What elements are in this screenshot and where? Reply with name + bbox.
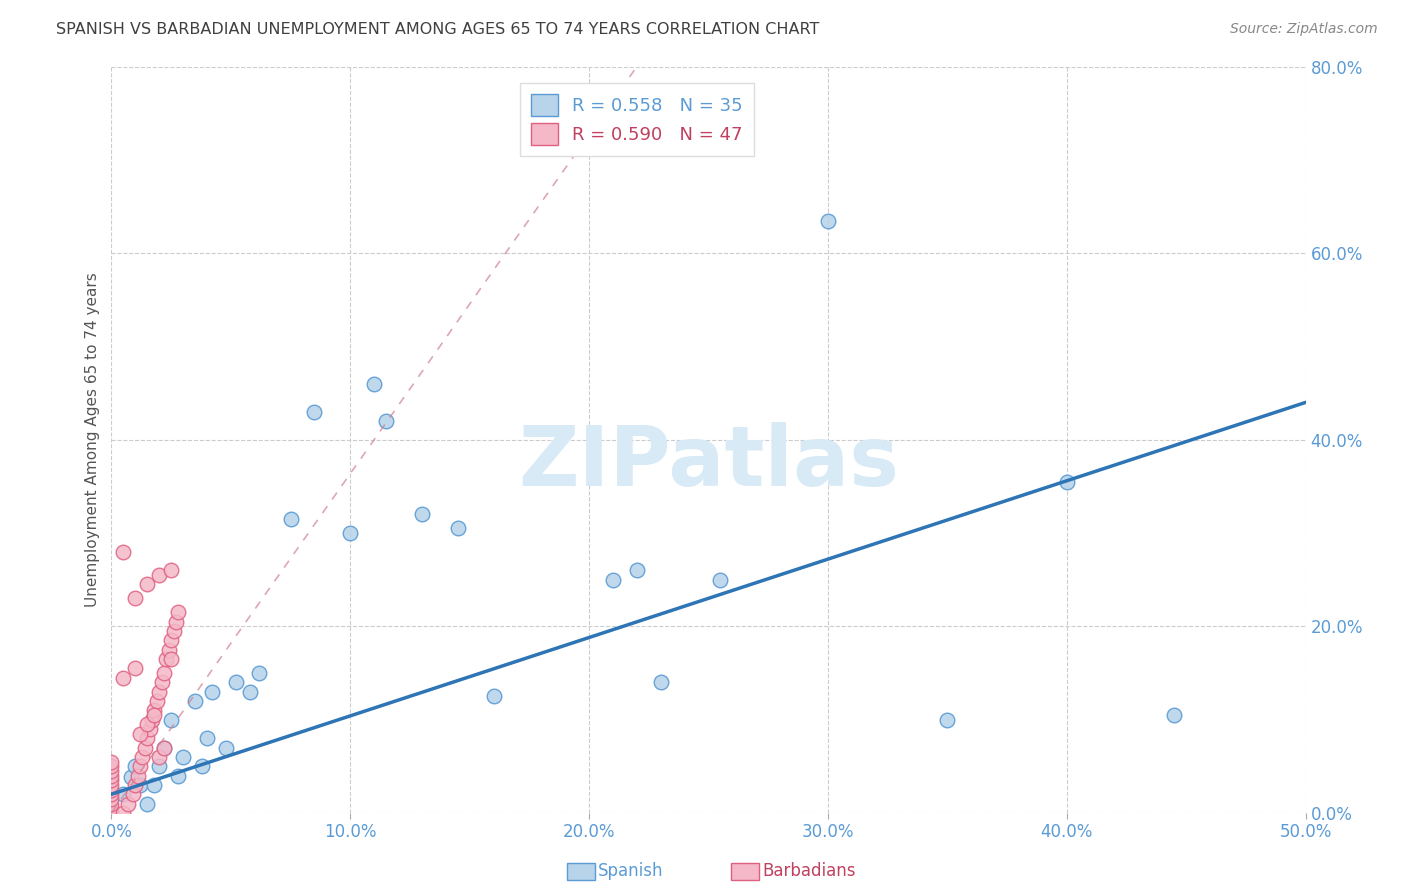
Point [148,684,170,698]
Point [148,759,170,773]
Point [191,759,214,773]
Point [100,759,122,773]
Point [112,787,135,801]
Point [482,690,505,704]
Point [100,787,122,801]
Text: Spanish: Spanish [598,863,664,880]
Point [138,722,160,736]
Point [155,652,177,666]
Point [153,740,176,755]
Point [100,805,122,820]
Point [100,764,122,778]
Point [100,778,122,792]
Point [1056,475,1078,489]
Point [709,573,731,587]
Point [162,624,184,638]
Point [146,694,169,708]
Point [134,740,156,755]
Point [120,771,142,785]
Point [195,731,218,746]
Point [112,805,135,820]
Point [148,568,170,582]
Point [124,661,146,675]
Point [129,778,152,792]
Point [129,726,152,740]
Point [936,713,959,727]
Point [363,376,385,391]
Text: Source: ZipAtlas.com: Source: ZipAtlas.com [1230,22,1378,37]
Legend: R = 0.558   N = 35, R = 0.590   N = 47: R = 0.558 N = 35, R = 0.590 N = 47 [520,83,754,156]
Point [112,544,135,558]
Point [650,675,672,690]
Point [100,782,122,797]
Point [100,768,122,782]
Point [124,759,146,773]
Point [143,703,166,717]
Point [122,787,145,801]
Point [280,512,302,526]
Point [626,563,648,577]
Point [160,652,183,666]
Point [117,797,139,811]
Point [127,768,149,782]
Point [225,675,247,690]
Point [249,665,271,680]
Point [239,684,262,698]
Point [602,573,624,587]
Point [136,717,159,731]
Point [157,642,180,657]
Point [129,759,152,773]
Y-axis label: Unemployment Among Ages 65 to 74 years: Unemployment Among Ages 65 to 74 years [86,272,100,607]
Point [160,563,183,577]
Point [153,665,176,680]
Point [172,750,194,764]
Point [100,773,122,788]
Point [131,750,153,764]
Text: Barbadians: Barbadians [762,863,856,880]
Point [148,750,170,764]
Point [153,740,176,755]
Point [100,755,122,769]
Point [143,708,166,723]
Text: SPANISH VS BARBADIAN UNEMPLOYMENT AMONG AGES 65 TO 74 YEARS CORRELATION CHART: SPANISH VS BARBADIAN UNEMPLOYMENT AMONG … [56,22,820,37]
Point [304,405,326,419]
Point [1163,708,1185,723]
Point [100,792,122,806]
Point [167,768,190,782]
Point [124,778,146,792]
Point [447,521,470,535]
Point [215,740,238,755]
Point [167,605,190,619]
Point [184,694,207,708]
Point [160,633,183,648]
Point [817,213,839,227]
Point [136,731,159,746]
Point [112,671,135,685]
Point [150,675,173,690]
Point [411,508,433,522]
Text: ZIPatlas: ZIPatlas [517,422,898,502]
Point [160,713,183,727]
Point [141,713,163,727]
Point [375,414,398,428]
Point [201,684,224,698]
Point [136,577,159,591]
Point [124,591,146,606]
Point [100,801,122,815]
Point [100,797,122,811]
Point [136,797,159,811]
Point [339,526,361,541]
Point [165,615,187,629]
Point [143,778,166,792]
